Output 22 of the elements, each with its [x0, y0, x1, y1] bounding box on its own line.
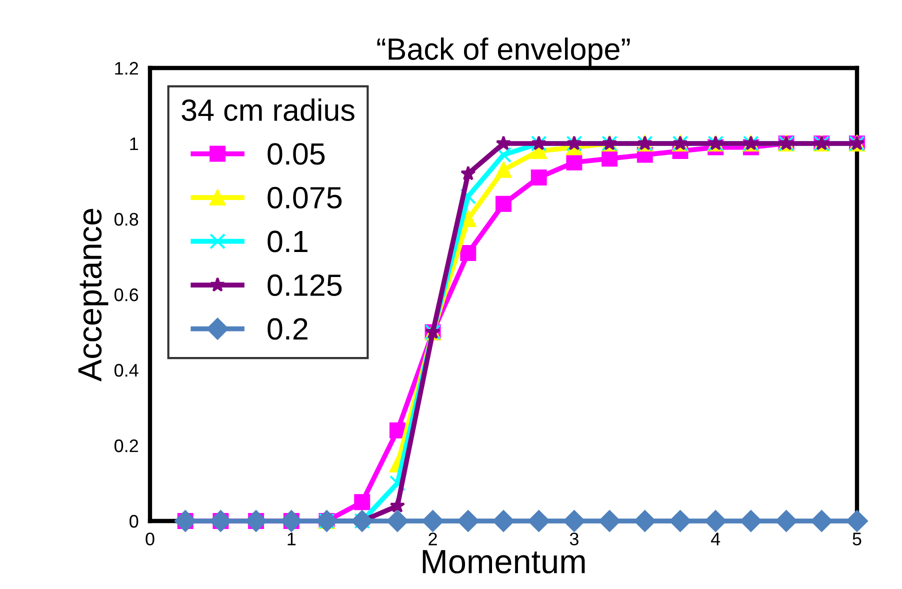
y-tick-label: 0.8	[114, 212, 138, 226]
legend-label: 0.05	[268, 143, 325, 165]
legend-label: 0.2	[268, 318, 308, 340]
legend-label: 0.075	[268, 186, 342, 209]
y-tick-label: 0	[130, 514, 138, 528]
y-tick-label: 0.6	[114, 288, 138, 302]
x-tick-label: 5	[852, 532, 862, 546]
y-axis-title: Acceptance	[78, 208, 108, 382]
x-tick-label: 0	[146, 532, 154, 546]
x-tick-label: 3	[570, 532, 578, 546]
x-tick-label: 4	[710, 532, 720, 546]
y-tick-label: 1	[130, 138, 138, 150]
x-tick-label: 2	[428, 532, 437, 546]
legend-label: 0.1	[268, 230, 308, 252]
x-tick-label: 1	[288, 532, 296, 546]
x-axis-title: Momentum	[422, 550, 585, 574]
y-tick-label: 0.4	[114, 364, 138, 377]
chart-title: “Back of envelope”	[377, 38, 630, 66]
legend-title: 34 cm radius	[182, 98, 354, 121]
legend-label: 0.125	[268, 274, 342, 296]
y-tick-label: 0.2	[114, 439, 138, 452]
y-tick-label: 1.2	[115, 62, 138, 75]
